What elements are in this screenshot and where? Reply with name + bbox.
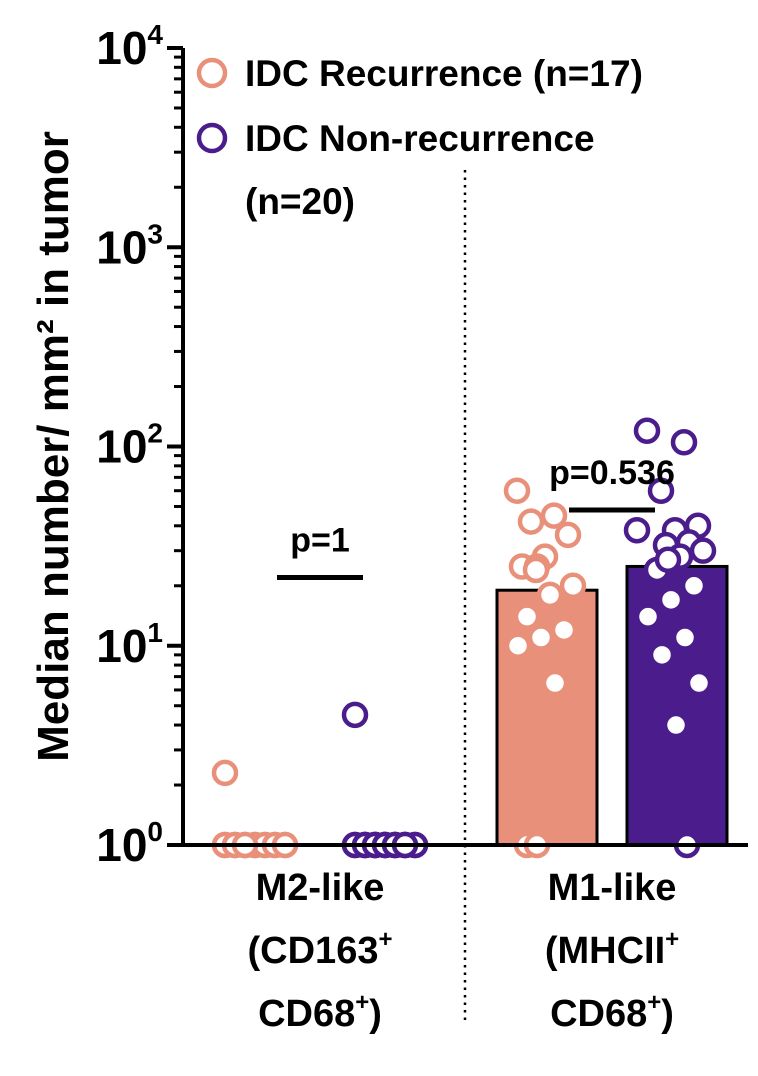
annotations-layer: p=1 p=0.536 bbox=[277, 454, 675, 581]
category-label-line: CD68+) bbox=[550, 989, 674, 1035]
data-point bbox=[517, 508, 545, 535]
p-value-label: p=0.536 bbox=[549, 454, 675, 492]
legend-label-line2: (n=20) bbox=[245, 181, 355, 222]
data-point bbox=[211, 759, 239, 787]
axes-layer: 100 101 102 103 104 Median number/ mm² in tum… bbox=[29, 19, 748, 1025]
data-point bbox=[623, 516, 651, 544]
legend: IDC Recurrence (n=17) IDC Non-recurrence (… bbox=[196, 53, 643, 222]
data-point bbox=[527, 624, 555, 651]
y-tick-label: 101 bbox=[96, 617, 163, 672]
legend-marker bbox=[196, 57, 228, 89]
data-point bbox=[540, 502, 568, 529]
category-label-line: M1-like bbox=[548, 867, 677, 909]
data-point bbox=[503, 477, 531, 504]
data-point bbox=[634, 603, 662, 630]
legend-label: IDC Non-recurrence bbox=[245, 118, 595, 159]
data-point bbox=[536, 581, 564, 609]
data-point bbox=[680, 572, 708, 600]
category-label-line: M2-like bbox=[256, 867, 385, 909]
data-point bbox=[554, 521, 582, 549]
data-point bbox=[647, 477, 675, 504]
data-point bbox=[662, 711, 690, 739]
data-point bbox=[541, 669, 569, 697]
y-tick-label: 100 bbox=[96, 816, 163, 871]
y-tick-label: 102 bbox=[96, 418, 163, 473]
data-point bbox=[671, 624, 699, 651]
legend-marker bbox=[196, 122, 228, 154]
labels-layer: M2-like (CD163+ CD68+) M1-like (MHCII+ CD68+) bbox=[248, 867, 680, 1035]
data-point bbox=[633, 417, 661, 444]
category-label-line: CD68+) bbox=[258, 989, 382, 1035]
data-point bbox=[685, 669, 713, 697]
y-tick-label: 103 bbox=[96, 218, 163, 273]
data-point bbox=[341, 701, 369, 729]
data-point bbox=[657, 586, 685, 614]
p-value-label: p=1 bbox=[290, 522, 350, 560]
y-tick-label: 104 bbox=[96, 19, 163, 74]
data-point bbox=[559, 572, 587, 600]
data-point bbox=[670, 429, 698, 456]
data-point bbox=[689, 537, 717, 564]
legend-label: IDC Recurrence (n=17) bbox=[245, 53, 643, 94]
y-axis-label: Median number/ mm² in tumor bbox=[29, 131, 78, 762]
category-label-line: (MHCII+ bbox=[545, 926, 679, 972]
category-label-line: (CD163+ bbox=[248, 926, 393, 972]
data-point bbox=[513, 603, 541, 630]
data-point bbox=[648, 641, 676, 669]
data-point bbox=[504, 632, 532, 659]
data-point bbox=[522, 556, 550, 584]
data-point bbox=[654, 546, 682, 574]
data-point bbox=[550, 616, 578, 644]
